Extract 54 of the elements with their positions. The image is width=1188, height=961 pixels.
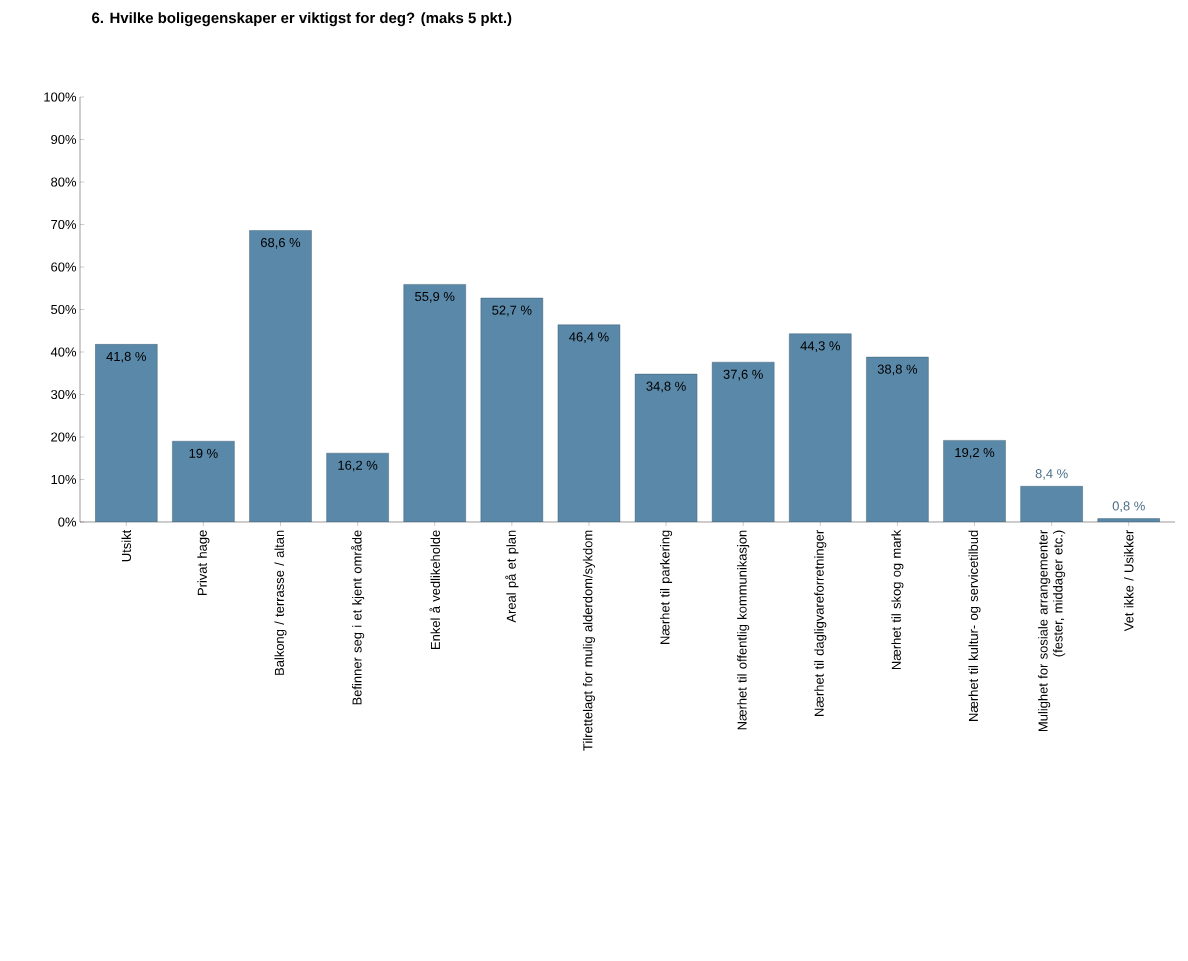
x-tick-label: Areal på et plan: [505, 530, 519, 623]
chart-title: 6. Hvilke boligegenskaper er viktigst for deg? (maks 5 pkt.): [92, 12, 512, 27]
data-label: 37,6 %: [723, 369, 763, 381]
y-tick-label: 90%: [51, 134, 77, 145]
bar: [403, 284, 466, 522]
x-tick-label: Mulighet for sosiale arrangementer (fester, middager etc.): [1038, 530, 1066, 731]
bar: [1020, 486, 1083, 522]
bar: [326, 452, 389, 522]
x-tick-label: Tilrettelagt for mulig alderdom/sykdom: [582, 530, 595, 751]
data-label: 52,7 %: [492, 305, 532, 317]
y-tick-label: 50%: [51, 304, 77, 315]
data-label: 8,4 %: [1035, 469, 1068, 480]
bar: [866, 356, 929, 522]
y-tick-label: 0%: [58, 517, 77, 527]
x-tick-label: Vet ikke / Usikker: [1123, 530, 1134, 632]
data-label: 34,8 %: [646, 381, 686, 393]
bar: [172, 441, 235, 522]
bar: [789, 333, 852, 522]
y-tick-label: 10%: [51, 474, 77, 485]
data-label: 55,9 %: [415, 291, 455, 303]
bar: [1097, 518, 1160, 522]
y-tick-label: 100%: [44, 92, 77, 102]
x-tick-label: Utsikt: [121, 529, 132, 562]
x-tick-label: Befinner seg i et kjent område: [351, 530, 365, 705]
data-label: 68,6 %: [260, 237, 301, 249]
x-tick-label: Nærhet til kultur- og servicetilbud: [968, 530, 981, 721]
y-tick-label: 30%: [51, 389, 77, 400]
y-tick-label: 40%: [50, 347, 77, 357]
y-tick-label: 80%: [51, 177, 77, 187]
x-tick-label: Balkong / terrasse / altan: [274, 530, 287, 675]
bar: [249, 230, 312, 522]
data-label: 41,8 %: [106, 351, 146, 363]
data-label: 46,4 %: [569, 332, 609, 344]
x-tick-label: Nærhet til offentlig kommunikasjon: [737, 530, 750, 730]
x-tick-label: Privat hage: [197, 530, 210, 595]
data-label: 19 %: [189, 448, 218, 458]
data-label: 44,3 %: [800, 341, 840, 352]
bar: [711, 362, 775, 522]
data-label: 0,8 %: [1112, 501, 1145, 513]
x-tick-label: Nærhet til skog og mark: [891, 529, 904, 670]
x-tick-label: Enkel å vedlikeholde: [429, 530, 440, 649]
y-tick-label: 60%: [51, 262, 77, 272]
data-label: 19,2 %: [955, 447, 995, 459]
data-label: 38,8 %: [877, 364, 918, 376]
bar: [943, 440, 1006, 522]
bar: [634, 373, 698, 522]
x-tick-label: Nærhet til parkering: [660, 530, 673, 644]
y-tick-label: 70%: [51, 219, 77, 230]
data-label: 16,2 %: [338, 460, 378, 472]
y-tick-label: 20%: [51, 432, 77, 442]
bar: [95, 344, 158, 522]
bar: [480, 297, 544, 522]
x-tick-label: Nærhet til dagligvareforretninger: [814, 530, 827, 716]
bar: [557, 324, 621, 522]
